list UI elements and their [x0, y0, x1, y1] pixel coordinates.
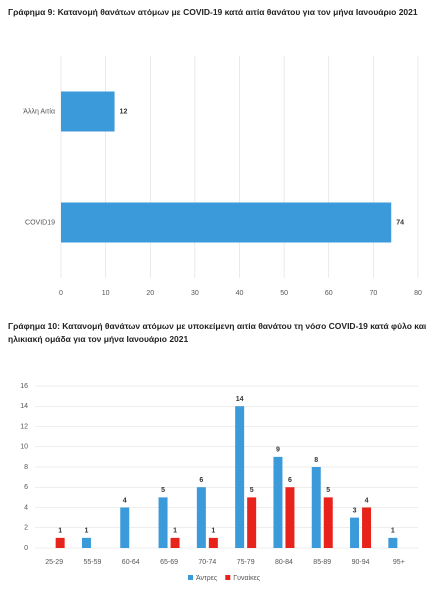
y-tick-label: 10	[20, 444, 28, 451]
y-tick-label: 8	[24, 464, 28, 471]
y-tick-label: 14	[20, 403, 28, 410]
chart-title: Γράφημα 10: Κατανομή θανάτων ατόμων με υ…	[8, 321, 427, 344]
y-tick-label: Άλλη Αιτία	[23, 107, 55, 115]
bar	[120, 507, 130, 548]
y-tick-label: 4	[24, 504, 28, 511]
value-label: 9	[276, 447, 280, 454]
value-label: 6	[288, 477, 292, 484]
value-label: 4	[365, 497, 369, 504]
x-tick-label: 50	[280, 290, 288, 297]
value-label: 8	[314, 457, 318, 464]
bar	[247, 497, 257, 548]
value-label: 5	[250, 487, 254, 494]
x-tick-label: 60-64	[122, 559, 140, 566]
value-label: 12	[120, 108, 128, 115]
value-label: 3	[353, 507, 357, 514]
x-tick-label: 30	[191, 290, 199, 297]
x-tick-label: 55-59	[83, 559, 101, 566]
x-tick-label: 85-89	[313, 559, 331, 566]
x-tick-label: 20	[146, 290, 154, 297]
bar	[362, 507, 372, 548]
bar	[61, 202, 392, 243]
bar	[350, 517, 360, 548]
x-tick-label: 70-74	[198, 559, 216, 566]
bar	[273, 456, 283, 548]
x-tick-label: 70	[369, 290, 377, 297]
value-label: 6	[199, 477, 203, 484]
x-tick-label: 65-69	[160, 559, 178, 566]
bar	[388, 537, 398, 548]
y-tick-label: 6	[24, 484, 28, 491]
y-tick-label: 2	[24, 525, 28, 532]
bar	[311, 467, 321, 548]
y-tick-label: 16	[20, 383, 28, 390]
x-tick-label: 10	[102, 290, 110, 297]
chart: 0 10 20 30 40 50 60 70 80 Άλλη Αιτία 12 COVID19 74	[23, 56, 422, 297]
chart: 024681012141625-29155-59160-64465-695170…	[20, 383, 418, 582]
value-label: 74	[396, 219, 404, 226]
bar	[208, 537, 218, 548]
bar	[285, 487, 295, 548]
legend-swatch	[188, 575, 193, 580]
x-tick-label: 95+	[393, 559, 405, 566]
value-label: 1	[173, 528, 177, 535]
value-label: 4	[123, 497, 127, 504]
x-tick-label: 60	[325, 290, 333, 297]
x-tick-label: 40	[236, 290, 244, 297]
bar	[235, 406, 245, 548]
legend-label: Άντρες	[196, 575, 218, 582]
bar	[61, 91, 115, 132]
legend-swatch	[225, 575, 231, 580]
value-label: 1	[84, 528, 88, 535]
chart-title: Γράφημα 9: Κατανομή θανάτων ατόμων με CO…	[8, 7, 418, 17]
x-tick-label: 80-84	[275, 559, 293, 566]
value-label: 5	[161, 487, 165, 494]
x-tick-label: 75-79	[237, 559, 255, 566]
y-tick-label: 0	[24, 545, 28, 552]
x-tick-label: 25-29	[45, 559, 63, 566]
value-label: 1	[211, 528, 215, 535]
y-tick-label: 12	[20, 423, 28, 430]
y-tick-label: COVID19	[25, 219, 55, 226]
bar	[158, 497, 168, 548]
x-tick-label: 80	[414, 290, 422, 297]
bar	[323, 497, 333, 548]
x-tick-label: 0	[59, 290, 63, 297]
legend-label: Γυναίκες	[233, 574, 260, 582]
value-label: 5	[326, 487, 330, 494]
value-label: 14	[236, 396, 244, 403]
x-tick-label: 90-94	[352, 559, 370, 566]
value-label: 1	[391, 528, 395, 535]
bar	[81, 537, 91, 548]
value-label: 1	[58, 528, 62, 535]
bar	[170, 537, 180, 548]
bar	[55, 537, 65, 548]
bar	[196, 487, 206, 548]
